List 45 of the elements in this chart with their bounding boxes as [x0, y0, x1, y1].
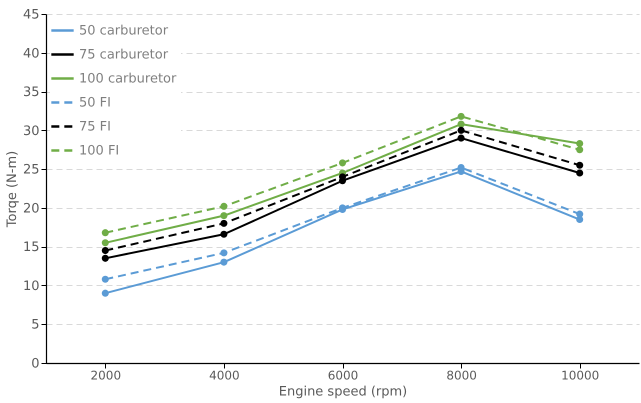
legend-label: 50 carburetor [79, 24, 169, 38]
y-tick-label: 0 [31, 356, 40, 372]
point [220, 249, 228, 256]
legend-label: 50 FI [79, 96, 111, 110]
point [576, 140, 584, 148]
point [220, 230, 228, 238]
y-tick-label: 30 [22, 124, 40, 139]
point [102, 229, 109, 236]
point [576, 169, 584, 177]
point [220, 212, 228, 220]
point [220, 220, 228, 227]
y-tick-label: 25 [22, 162, 40, 178]
x-tick-label: 10000 [561, 368, 600, 382]
point [102, 276, 109, 283]
x-tick-label: 4000 [209, 368, 240, 382]
point [458, 120, 465, 128]
x-tick-label: 6000 [328, 368, 358, 382]
y-tick-label: 45 [22, 8, 40, 22]
point [576, 162, 584, 169]
y-tick-label: 5 [31, 318, 40, 333]
point [458, 112, 465, 120]
point [102, 290, 109, 297]
x-axis-title: Engine speed (rpm) [278, 384, 408, 400]
point [458, 134, 465, 142]
point [102, 254, 109, 262]
legend-label: 100 FI [79, 144, 120, 158]
legend-label: 75 FI [79, 120, 111, 134]
y-tick-label: 35 [22, 85, 40, 100]
y-axis-title: Torqe (N-m) [4, 150, 20, 228]
y-tick-label: 10 [22, 278, 40, 294]
point [220, 258, 228, 266]
point [576, 146, 584, 154]
legend-label: 75 carburetor [79, 48, 169, 62]
y-tick-label: 20 [22, 201, 40, 216]
point [338, 159, 346, 166]
y-tick-label: 15 [22, 240, 40, 256]
point [576, 210, 584, 218]
legend-label: 100 carburetor [79, 72, 178, 86]
point [220, 202, 228, 210]
point [102, 239, 109, 246]
x-tick-label: 8000 [446, 368, 477, 382]
y-tick-label: 40 [22, 46, 40, 62]
point [102, 247, 109, 254]
x-tick-label: 2000 [90, 368, 122, 382]
point [458, 126, 465, 134]
